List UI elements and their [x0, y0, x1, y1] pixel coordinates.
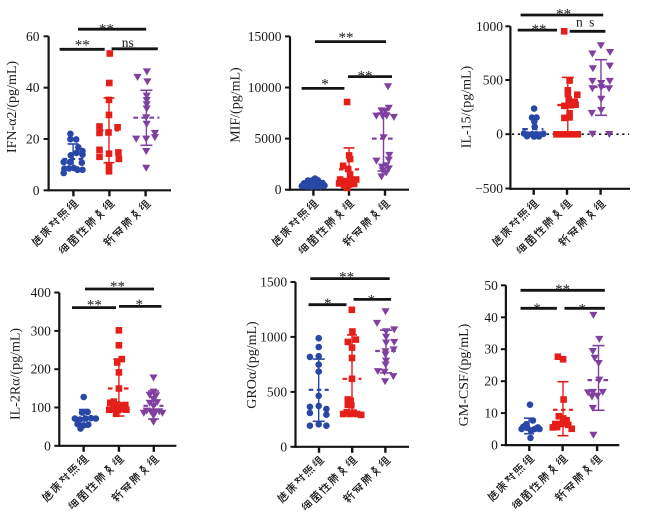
svg-text:n s: n s — [576, 15, 596, 30]
svg-text:20: 20 — [26, 132, 40, 147]
svg-text:0: 0 — [44, 438, 51, 453]
svg-text:30: 30 — [484, 342, 498, 357]
svg-text:IFN-α2/(pg/mL): IFN-α2/(pg/mL) — [5, 61, 20, 153]
svg-text:−500: −500 — [475, 181, 503, 196]
svg-text:*: * — [368, 293, 376, 309]
svg-text:40: 40 — [484, 310, 498, 325]
svg-text:1500: 1500 — [260, 275, 287, 290]
svg-text:0: 0 — [33, 183, 40, 198]
svg-text:*: * — [578, 301, 586, 317]
svg-text:0: 0 — [280, 439, 287, 454]
svg-text:IL-2Rα/(pg/mL): IL-2Rα/(pg/mL) — [9, 328, 24, 420]
svg-text:**: ** — [99, 22, 114, 38]
svg-text:MIF/(pg/mL): MIF/(pg/mL) — [229, 67, 244, 143]
svg-text:100: 100 — [31, 400, 52, 415]
svg-text:50: 50 — [484, 278, 498, 293]
svg-text:400: 400 — [31, 285, 52, 300]
svg-text:1000: 1000 — [260, 329, 287, 344]
svg-text:**: ** — [358, 69, 373, 85]
svg-text:20: 20 — [484, 374, 498, 389]
svg-text:GM-CSF/(pg/mL): GM-CSF/(pg/mL) — [457, 323, 472, 426]
svg-text:5000: 5000 — [255, 131, 282, 146]
svg-text:**: ** — [532, 22, 547, 38]
svg-text:0: 0 — [491, 438, 498, 453]
svg-text:**: ** — [87, 297, 102, 313]
svg-text:ns: ns — [122, 35, 134, 50]
svg-text:0: 0 — [496, 127, 503, 142]
svg-text:0: 0 — [275, 182, 282, 197]
svg-text:15000: 15000 — [248, 29, 282, 44]
svg-text:500: 500 — [483, 73, 504, 88]
svg-text:10000: 10000 — [248, 80, 282, 95]
svg-text:**: ** — [555, 282, 570, 298]
svg-text:GROα/(pg/mL): GROα/(pg/mL) — [245, 321, 260, 409]
svg-text:60: 60 — [26, 29, 40, 44]
svg-text:*: * — [321, 77, 329, 93]
svg-text:**: ** — [556, 6, 571, 22]
svg-text:**: ** — [339, 30, 354, 46]
svg-text:1000: 1000 — [476, 19, 503, 34]
svg-text:**: ** — [75, 38, 90, 54]
svg-text:40: 40 — [26, 80, 40, 95]
svg-text:*: * — [135, 297, 143, 313]
svg-text:*: * — [324, 296, 332, 312]
svg-text:**: ** — [110, 279, 125, 295]
svg-text:**: ** — [339, 270, 354, 286]
svg-text:IL-15/(pg/mL): IL-15/(pg/mL) — [459, 65, 474, 148]
svg-text:*: * — [533, 301, 541, 317]
svg-text:200: 200 — [31, 362, 52, 377]
svg-text:500: 500 — [267, 384, 288, 399]
svg-text:10: 10 — [484, 406, 498, 421]
svg-text:300: 300 — [31, 323, 52, 338]
